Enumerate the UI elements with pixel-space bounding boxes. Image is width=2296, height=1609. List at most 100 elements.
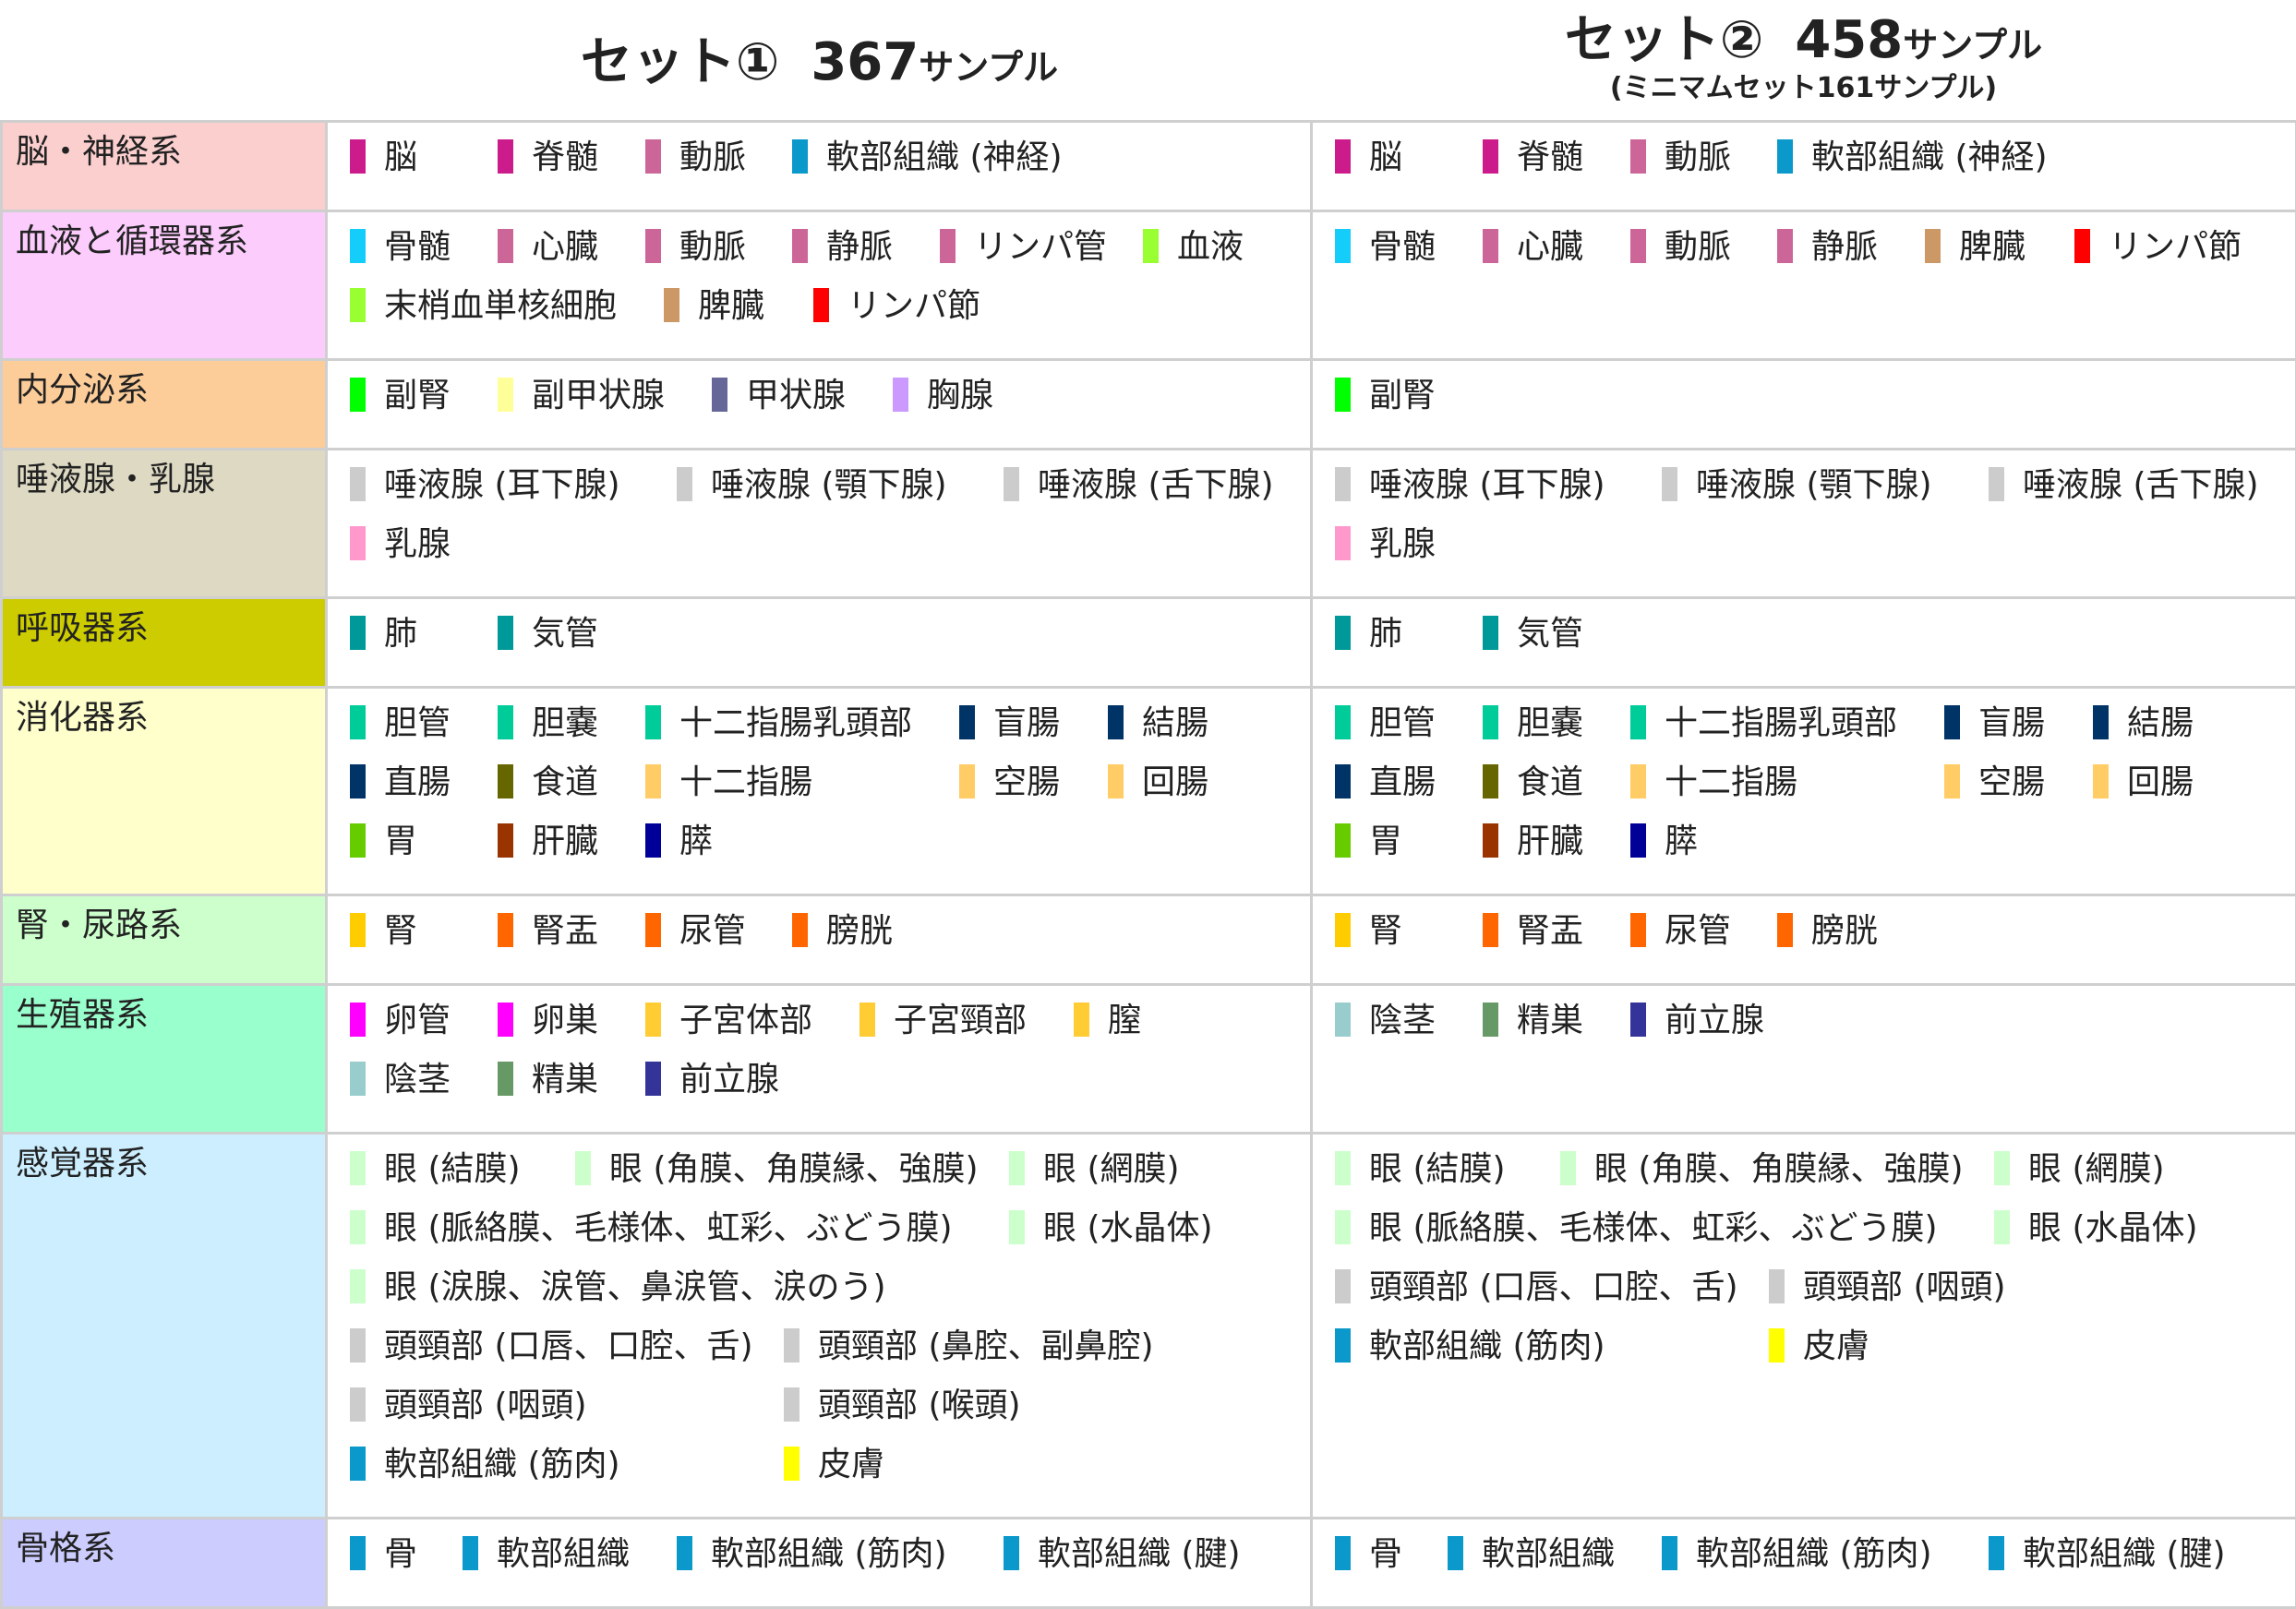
organ-label: 頭頸部 (鼻腔、副鼻腔) [818, 1327, 1154, 1365]
organ-item: 膵 [1630, 822, 1698, 881]
organ-item: 直腸 [350, 762, 451, 822]
color-swatch-icon [1004, 467, 1019, 501]
organ-label: 唾液腺 (顎下腺) [711, 466, 947, 504]
organ-label: 乳腺 [1369, 525, 1436, 563]
organ-item: 脳 [1335, 138, 1402, 197]
item-line: 眼 (脈絡膜、毛様体、虹彩、ぶどう膜)眼 (水晶体) [1335, 1208, 2295, 1267]
organ-label: 卵管 [384, 1002, 451, 1039]
organ-item: 軟部組織 (筋肉) [1662, 1534, 1932, 1593]
organ-label: 心臓 [532, 228, 598, 266]
organ-item: 十二指腸乳頭部 [645, 703, 912, 762]
organ-label: 胆管 [384, 704, 451, 742]
organ-item: 気管 [1483, 614, 1583, 673]
organ-item: 唾液腺 (顎下腺) [677, 465, 947, 524]
color-swatch-icon [792, 139, 808, 174]
organ-label: 胆嚢 [1517, 704, 1583, 742]
organ-item: 尿管 [1630, 911, 1731, 970]
color-swatch-icon [1777, 229, 1793, 263]
color-swatch-icon [350, 1387, 366, 1422]
organ-item: 胃 [350, 822, 417, 881]
color-swatch-icon [350, 764, 366, 798]
organ-item: 心臓 [498, 227, 598, 286]
organ-item: 軟部組織 (腱) [1989, 1534, 2226, 1593]
organ-item: 腎盂 [1483, 911, 1583, 970]
organ-item: 動脈 [1630, 227, 1731, 286]
color-swatch-icon [1989, 1536, 2004, 1570]
color-swatch-icon [784, 1328, 799, 1363]
organ-label: 空腸 [1978, 763, 2045, 801]
organ-item: 回腸 [2093, 762, 2194, 822]
organ-label: 動脈 [1665, 228, 1731, 266]
set2-cell: 骨髄心臓動脈静脈脾臓リンパ節 [1312, 211, 2296, 360]
organ-item: 軟部組織 (筋肉) [677, 1534, 947, 1593]
color-swatch-icon [1769, 1328, 1785, 1363]
organ-label: 脾臓 [1959, 228, 2026, 266]
organ-item: 乳腺 [1335, 524, 1436, 583]
color-swatch-icon [645, 1003, 661, 1037]
organ-item: 副腎 [1335, 376, 1436, 435]
organ-label: 腎 [1369, 912, 1402, 950]
color-swatch-icon [498, 913, 513, 947]
color-swatch-icon [1944, 764, 1960, 798]
item-line: 軟部組織 (筋肉)皮膚 [350, 1445, 1310, 1504]
color-swatch-icon [1483, 705, 1498, 739]
color-swatch-icon [350, 229, 366, 263]
set1-cell: 脳脊髄動脈軟部組織 (神経) [327, 122, 1312, 211]
organ-item: 眼 (網膜) [1994, 1149, 2165, 1208]
organ-label: 骨髄 [1369, 228, 1436, 266]
color-swatch-icon [645, 139, 661, 174]
organ-item: 腎 [1335, 911, 1402, 970]
organ-label: 胆嚢 [532, 704, 598, 742]
color-swatch-icon [1630, 764, 1646, 798]
color-swatch-icon [677, 1536, 692, 1570]
color-swatch-icon [498, 1003, 513, 1037]
color-swatch-icon [677, 467, 692, 501]
organ-item: 脾臓 [664, 286, 764, 345]
color-swatch-icon [1335, 823, 1351, 858]
organ-item: 回腸 [1108, 762, 1208, 822]
table-row: 唾液腺・乳腺唾液腺 (耳下腺)唾液腺 (顎下腺)唾液腺 (舌下腺)乳腺唾液腺 (… [2, 450, 2296, 598]
item-line: 軟部組織 (筋肉)皮膚 [1335, 1327, 2295, 1386]
organ-item: 精巣 [1483, 1001, 1583, 1060]
table-row: 消化器系胆管胆嚢十二指腸乳頭部盲腸結腸直腸食道十二指腸空腸回腸胃肝臓膵胆管胆嚢十… [2, 688, 2296, 895]
category-label: 感覚器系 [2, 1134, 327, 1519]
organ-item: 皮膚 [1769, 1327, 1869, 1386]
color-swatch-icon [1777, 913, 1793, 947]
color-swatch-icon [1483, 823, 1498, 858]
color-swatch-icon [1630, 913, 1646, 947]
color-swatch-icon [350, 139, 366, 174]
organ-label: 食道 [1517, 763, 1583, 801]
organ-label: 唾液腺 (耳下腺) [1369, 466, 1605, 504]
item-line: 骨髄心臓動脈静脈リンパ管血液 [350, 227, 1310, 286]
set2-cell: 脳脊髄動脈軟部組織 (神経) [1312, 122, 2296, 211]
color-swatch-icon [1335, 764, 1351, 798]
color-swatch-icon [1560, 1151, 1576, 1185]
organ-label: 眼 (網膜) [1043, 1150, 1180, 1188]
color-swatch-icon [664, 288, 679, 322]
organ-item: 腎盂 [498, 911, 598, 970]
color-swatch-icon [1335, 1269, 1351, 1303]
color-swatch-icon [1009, 1151, 1025, 1185]
color-swatch-icon [1630, 1003, 1646, 1037]
organ-label: 軟部組織 (神経) [826, 138, 1063, 176]
organ-label: 肝臓 [532, 823, 598, 860]
organ-label: 眼 (網膜) [2028, 1150, 2165, 1188]
organ-item: 胆嚢 [1483, 703, 1583, 762]
organ-label: 頭頸部 (咽頭) [384, 1387, 587, 1424]
color-swatch-icon [645, 764, 661, 798]
color-swatch-icon [350, 526, 366, 560]
organ-item: 盲腸 [1944, 703, 2045, 762]
set2-cell: 腎腎盂尿管膀胱 [1312, 895, 2296, 985]
organ-label: 十二指腸 [1665, 763, 1797, 801]
organ-item: 静脈 [792, 227, 893, 286]
organ-label: リンパ節 [847, 287, 980, 325]
organ-item: 軟部組織 (腱) [1004, 1534, 1241, 1593]
color-swatch-icon [712, 378, 727, 412]
color-swatch-icon [1335, 1536, 1351, 1570]
set2-cell: 肺気管 [1312, 598, 2296, 688]
color-swatch-icon [893, 378, 908, 412]
organ-label: 結腸 [1142, 704, 1208, 742]
table-row: 内分泌系副腎副甲状腺甲状腺胸腺副腎 [2, 360, 2296, 450]
color-swatch-icon [1335, 705, 1351, 739]
